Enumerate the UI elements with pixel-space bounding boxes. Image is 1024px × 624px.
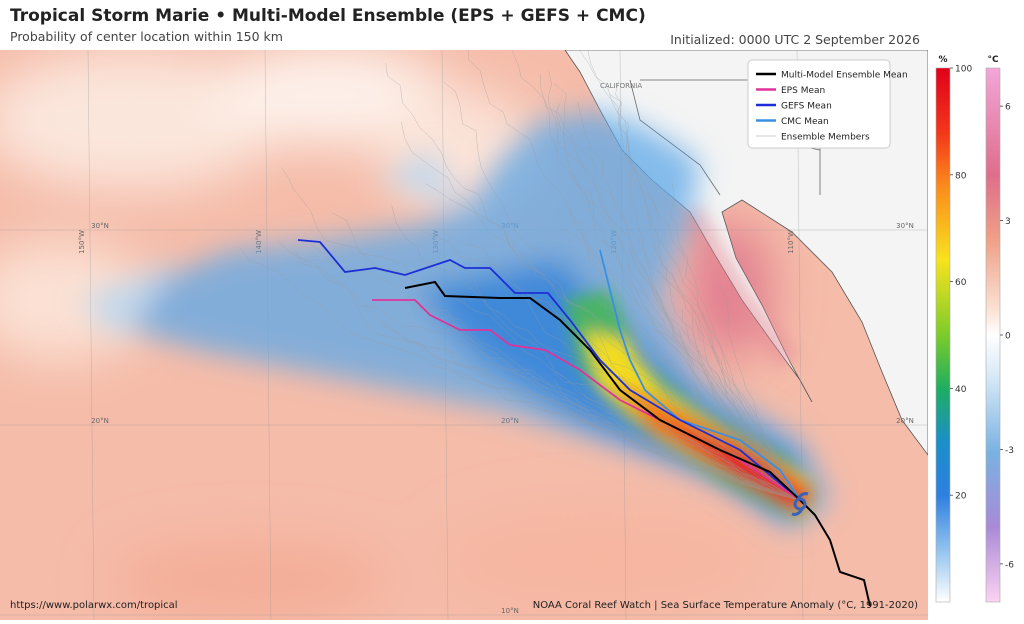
lat-label: 10°N — [501, 607, 519, 615]
ensemble-member — [511, 50, 801, 501]
colorbar-tick-label: -3 — [1005, 446, 1014, 456]
ensemble-member — [416, 302, 801, 501]
colorbar-tick-label: 60 — [955, 278, 967, 288]
ensemble-member — [719, 286, 801, 501]
ensemble-member — [627, 241, 801, 501]
ensemble-member — [385, 62, 801, 501]
ensemble-member — [553, 83, 801, 501]
lat-label: 20°N — [501, 417, 519, 425]
colorbar-tick-label: 20 — [955, 492, 967, 502]
colorbar-unit: % — [938, 55, 947, 65]
state-label: CALIFORNIA — [600, 82, 642, 90]
ensemble-member — [548, 71, 801, 501]
initialized: Initialized: 0000 UTC 2 September 2026 — [670, 32, 920, 47]
ensemble-member — [589, 318, 801, 501]
colorbar-tick-label: 3 — [1005, 217, 1011, 227]
coastal-sst — [678, 205, 801, 371]
ensemble-member — [504, 231, 801, 501]
colorbar-tick-label: 0 — [1005, 332, 1011, 342]
cmc-mean — [599, 249, 801, 501]
storm-icon — [791, 492, 809, 516]
legend-box — [747, 59, 891, 149]
ensemble-member — [615, 81, 801, 501]
colorbar-tick-label: 80 — [955, 171, 967, 181]
ensemble-member — [622, 332, 801, 501]
colorbars: % 20 40 60 80 100 °C -6 -3 0 3 6 — [935, 55, 1014, 603]
legend-label: CMC Mean — [781, 117, 829, 127]
legend-label: Ensemble Members — [781, 133, 870, 143]
ensemble-member — [612, 406, 801, 501]
ensemble-member — [665, 266, 801, 501]
ensemble-member — [310, 243, 801, 501]
ensemble-member — [470, 272, 801, 501]
colorbar-tick-label: 100 — [955, 65, 972, 75]
ensemble-member — [609, 93, 801, 501]
subtitle: Probability of center location within 15… — [10, 29, 283, 44]
ensemble-member — [562, 228, 801, 501]
ensemble-member — [579, 50, 801, 501]
legend: Multi-Model Ensemble Mean EPS Mean GEFS Me… — [747, 59, 908, 149]
ensemble-member — [556, 103, 801, 501]
legend-label: Multi-Model Ensemble Mean — [781, 71, 908, 81]
colorbar-tick-label: 40 — [955, 385, 967, 395]
ensemble-member — [443, 81, 801, 501]
lon-line — [87, 50, 95, 620]
ensemble-member — [591, 366, 801, 501]
colorbar — [985, 67, 1001, 603]
lat-label: 20°N — [896, 417, 914, 425]
colorbar-tick-label: 6 — [1005, 103, 1011, 113]
ensemble-member — [579, 220, 801, 501]
ensemble-member — [577, 101, 801, 501]
ensemble-member — [295, 250, 801, 501]
ensemble-member — [467, 50, 801, 501]
ensemble-member — [575, 397, 801, 501]
borders — [629, 79, 821, 196]
lat-label: 20°N — [91, 417, 109, 425]
ensemble-member — [401, 121, 801, 501]
data-source: NOAA Coral Reef Watch | Sea Surface Temp… — [533, 600, 918, 611]
colorbar — [935, 67, 951, 603]
ensemble-member — [389, 299, 801, 501]
title: Tropical Storm Marie • Multi-Model Ensem… — [10, 6, 646, 26]
gefs-mean — [297, 239, 801, 501]
lon-label: 140°W — [255, 230, 263, 254]
source-url: https://www.polarwx.com/tropical — [10, 600, 178, 611]
ensemble-member — [425, 183, 801, 501]
lat-label: 30°N — [91, 222, 109, 230]
ensemble-member — [569, 170, 801, 501]
lon-label: 150°W — [78, 230, 86, 254]
colorbar-tick-label: -6 — [1005, 560, 1014, 570]
ensemble-member — [380, 320, 801, 501]
ensemble-member — [332, 212, 801, 501]
ensemble-member — [660, 276, 801, 501]
ensemble-member — [696, 322, 801, 501]
ensemble-member — [631, 310, 801, 501]
legend-label: EPS Mean — [781, 86, 825, 96]
ensemble-member — [539, 74, 801, 501]
ensemble-member — [391, 205, 801, 501]
lat-label: 30°N — [896, 222, 914, 230]
ensemble-members — [239, 50, 801, 501]
ensemble-mean — [404, 280, 871, 607]
legend-label: GEFS Mean — [781, 102, 832, 112]
colorbar-unit: °C — [987, 55, 999, 65]
ensemble-member — [604, 412, 801, 501]
lon-label: 110°W — [787, 230, 795, 254]
ensemble-member — [239, 246, 801, 501]
